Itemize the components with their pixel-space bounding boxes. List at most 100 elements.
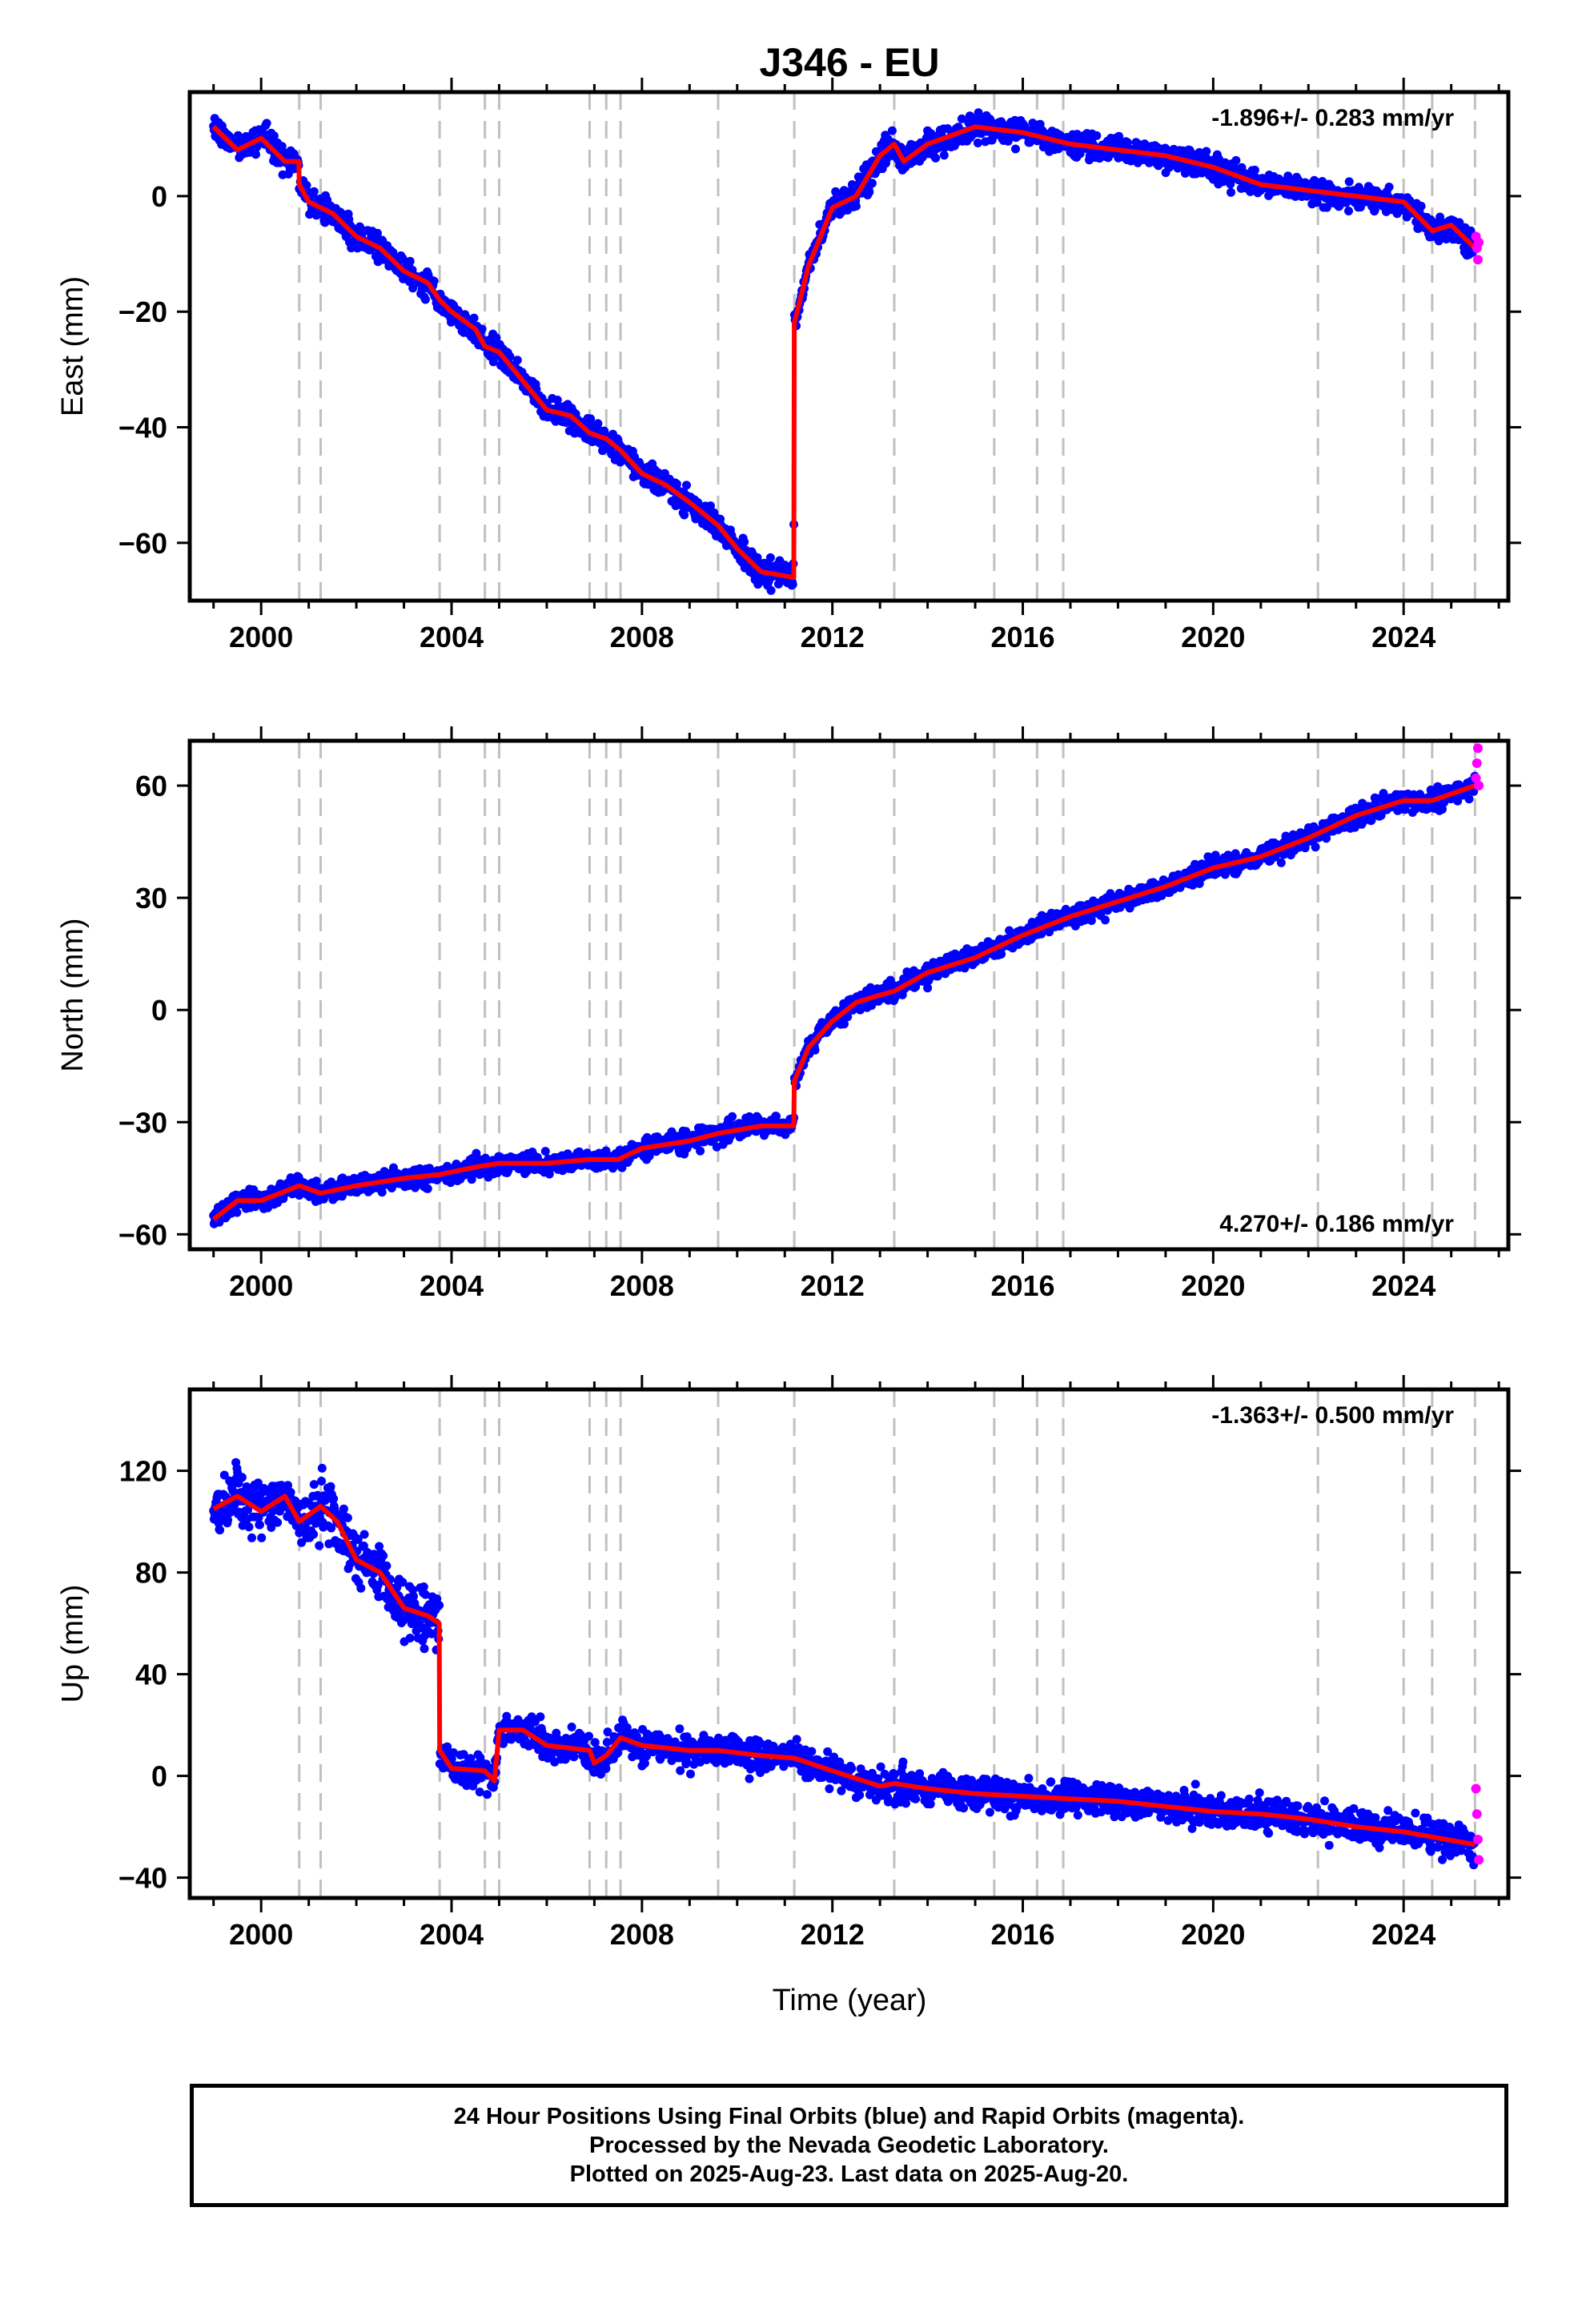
final-point [1344,207,1353,215]
model-line [211,783,1476,1221]
final-point [1086,916,1096,925]
rapid-orbit-points [1471,231,1484,265]
final-point [373,228,382,238]
y-tick-label: −30 [118,1106,167,1139]
rapid-point [1472,743,1483,754]
final-point [788,580,797,589]
final-point [1250,165,1259,175]
x-tick-label: 2004 [420,621,484,653]
y-tick-label: 0 [151,180,167,213]
plot-frame [187,738,1511,1252]
final-point [1438,805,1447,814]
x-tick-label: 2008 [610,1269,674,1302]
x-tick-label: 2020 [1181,1269,1245,1302]
final-point [1101,915,1110,925]
final-point [286,1488,295,1497]
final-point [253,1478,263,1488]
figure-title: J346 - EU [759,40,939,85]
final-point [247,1533,256,1542]
final-point [1276,858,1286,867]
final-point [309,1480,319,1490]
y-tick-label: −40 [118,412,167,444]
final-point [398,1578,408,1587]
up-panel: 2000 2004 2008 2012 2016 2020 2024−4004080120U… [56,1375,1521,1951]
final-point [1370,205,1379,215]
final-point [469,313,479,323]
final-point [851,201,861,211]
final-point [1464,794,1474,804]
y-axis-label: North (mm) [56,918,90,1072]
final-point [420,295,430,304]
final-point [302,180,311,190]
final-point [309,187,319,196]
final-point [1384,183,1394,191]
final-point [219,1470,229,1480]
final-point [286,1173,295,1183]
final-point [379,1551,388,1561]
final-point [210,1510,219,1519]
final-point [359,1541,368,1550]
final-orbit-points [209,771,1480,1228]
final-point [1335,201,1344,211]
final-point [488,357,498,367]
final-point [251,150,260,159]
final-point [327,1523,336,1533]
final-point [267,1522,276,1532]
final-point [680,510,689,520]
final-point [843,1012,853,1022]
final-point [329,1494,339,1503]
y-tick-label: 60 [135,770,167,802]
final-point [1075,149,1085,159]
x-tick-label: 2012 [801,1269,865,1302]
final-point [512,356,522,365]
final-point [477,324,487,334]
final-point [223,1515,233,1525]
final-point [283,1481,292,1490]
final-point [728,1112,737,1121]
y-axis-label: East (mm) [56,276,90,416]
final-point [1344,177,1354,187]
final-point [317,1463,327,1473]
final-point [467,1175,476,1184]
rapid-point [1474,781,1484,791]
y-tick-label: −60 [118,1218,167,1251]
final-point [997,949,1006,959]
final-point [682,480,691,490]
final-point [1311,842,1320,852]
final-point [257,1533,267,1542]
y-tick-label: −20 [118,296,167,328]
final-point [377,1188,387,1197]
final-point [1180,168,1190,178]
final-point [505,352,515,361]
final-point [311,1176,321,1186]
final-point [1122,138,1132,147]
x-tick-label: 2016 [990,1269,1054,1302]
y-tick-label: 0 [151,994,167,1027]
final-point [839,1019,849,1029]
final-point [586,414,596,424]
final-point [931,153,941,163]
final-point [1400,805,1410,814]
final-point [405,256,415,266]
final-point [1227,187,1235,197]
final-point [987,117,996,127]
final-orbit-points [209,108,1480,595]
east-panel: 2000 2004 2008 2012 2016 2020 2024−60−40−200Ea… [56,78,1521,653]
final-point [867,179,877,188]
final-point [255,1520,264,1530]
model-line [211,124,1477,581]
final-point [540,1147,550,1156]
x-tick-label: 2008 [610,621,674,653]
final-point [1416,201,1426,211]
final-point [706,501,715,511]
final-point [333,1510,343,1519]
x-tick-label: 2000 [229,1269,293,1302]
x-tick-label: 2012 [801,621,865,653]
final-point [339,1504,348,1514]
final-point [423,1184,432,1193]
final-point [244,1522,254,1532]
plot-area [209,108,1484,595]
final-orbit-points [209,1458,1480,1870]
final-point [644,1152,654,1161]
